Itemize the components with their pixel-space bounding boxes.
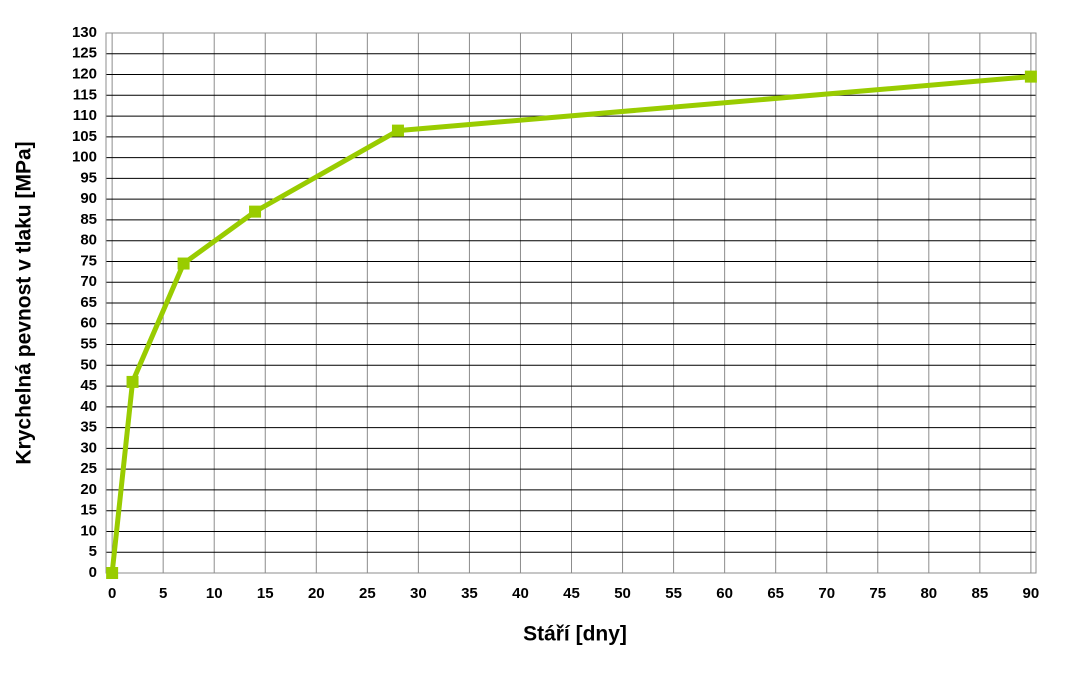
- x-tick-label: 5: [159, 585, 167, 602]
- x-tick-label: 15: [257, 585, 274, 602]
- x-tick-label: 45: [563, 585, 580, 602]
- x-tick-label: 55: [665, 585, 682, 602]
- x-tick-label: 20: [308, 585, 325, 602]
- data-point: [106, 567, 119, 579]
- x-tick-label: 90: [1023, 585, 1040, 602]
- data-point: [1024, 70, 1037, 83]
- x-tick-label: 35: [461, 585, 478, 602]
- y-tick-label: 30: [80, 439, 97, 456]
- x-tick-label: 10: [206, 585, 223, 602]
- x-tick-label: 60: [716, 585, 733, 602]
- x-tick-label: 75: [869, 585, 886, 602]
- x-axis-title: Stáří [dny]: [523, 623, 627, 646]
- y-tick-label: 80: [80, 232, 97, 249]
- y-tick-label: 10: [80, 522, 97, 539]
- y-tick-label: 85: [80, 211, 97, 228]
- x-tick-label: 70: [818, 585, 835, 602]
- y-axis-title: Krychelná pevnost v tlaku [MPa]: [13, 141, 36, 464]
- data-point: [391, 124, 404, 137]
- y-tick-label: 65: [80, 294, 97, 311]
- y-tick-label: 35: [80, 419, 97, 436]
- y-tick-label: 90: [80, 190, 97, 207]
- y-tick-label: 115: [73, 86, 97, 103]
- y-tick-label: 75: [80, 252, 97, 269]
- y-tick-label: 20: [80, 481, 97, 498]
- x-tick-label: 0: [108, 585, 116, 602]
- y-tick-label: 50: [80, 356, 97, 373]
- y-tick-label: 120: [72, 66, 97, 83]
- y-tick-label: 110: [73, 107, 97, 124]
- y-tick-label: 100: [72, 149, 97, 166]
- y-tick-label: 15: [80, 502, 97, 519]
- y-tick-label: 95: [80, 169, 97, 186]
- x-tick-label: 80: [920, 585, 937, 602]
- data-line: [109, 74, 1032, 574]
- y-tick-label: 25: [80, 460, 97, 477]
- x-tick-label: 85: [972, 585, 989, 602]
- y-tick-label: 45: [80, 377, 97, 394]
- x-tick-label: 50: [614, 585, 631, 602]
- y-tick-label: 55: [80, 336, 97, 353]
- x-tick-label: 40: [512, 585, 529, 602]
- y-tick-label: 5: [89, 543, 97, 560]
- y-tick-label: 60: [80, 315, 97, 332]
- y-tick-label: 0: [89, 564, 97, 581]
- data-point: [249, 205, 262, 218]
- y-tick-label: 105: [72, 128, 97, 145]
- y-tick-label: 70: [80, 273, 97, 290]
- x-tick-label: 25: [359, 585, 376, 602]
- data-point: [126, 375, 139, 388]
- data-point: [177, 257, 190, 270]
- y-tick-label: 130: [72, 24, 97, 41]
- x-tick-label: 30: [410, 585, 427, 602]
- plot-frame: [105, 32, 1037, 574]
- x-tick-label: 65: [767, 585, 784, 602]
- y-tick-label: 125: [72, 45, 97, 62]
- y-tick-label: 40: [80, 398, 97, 415]
